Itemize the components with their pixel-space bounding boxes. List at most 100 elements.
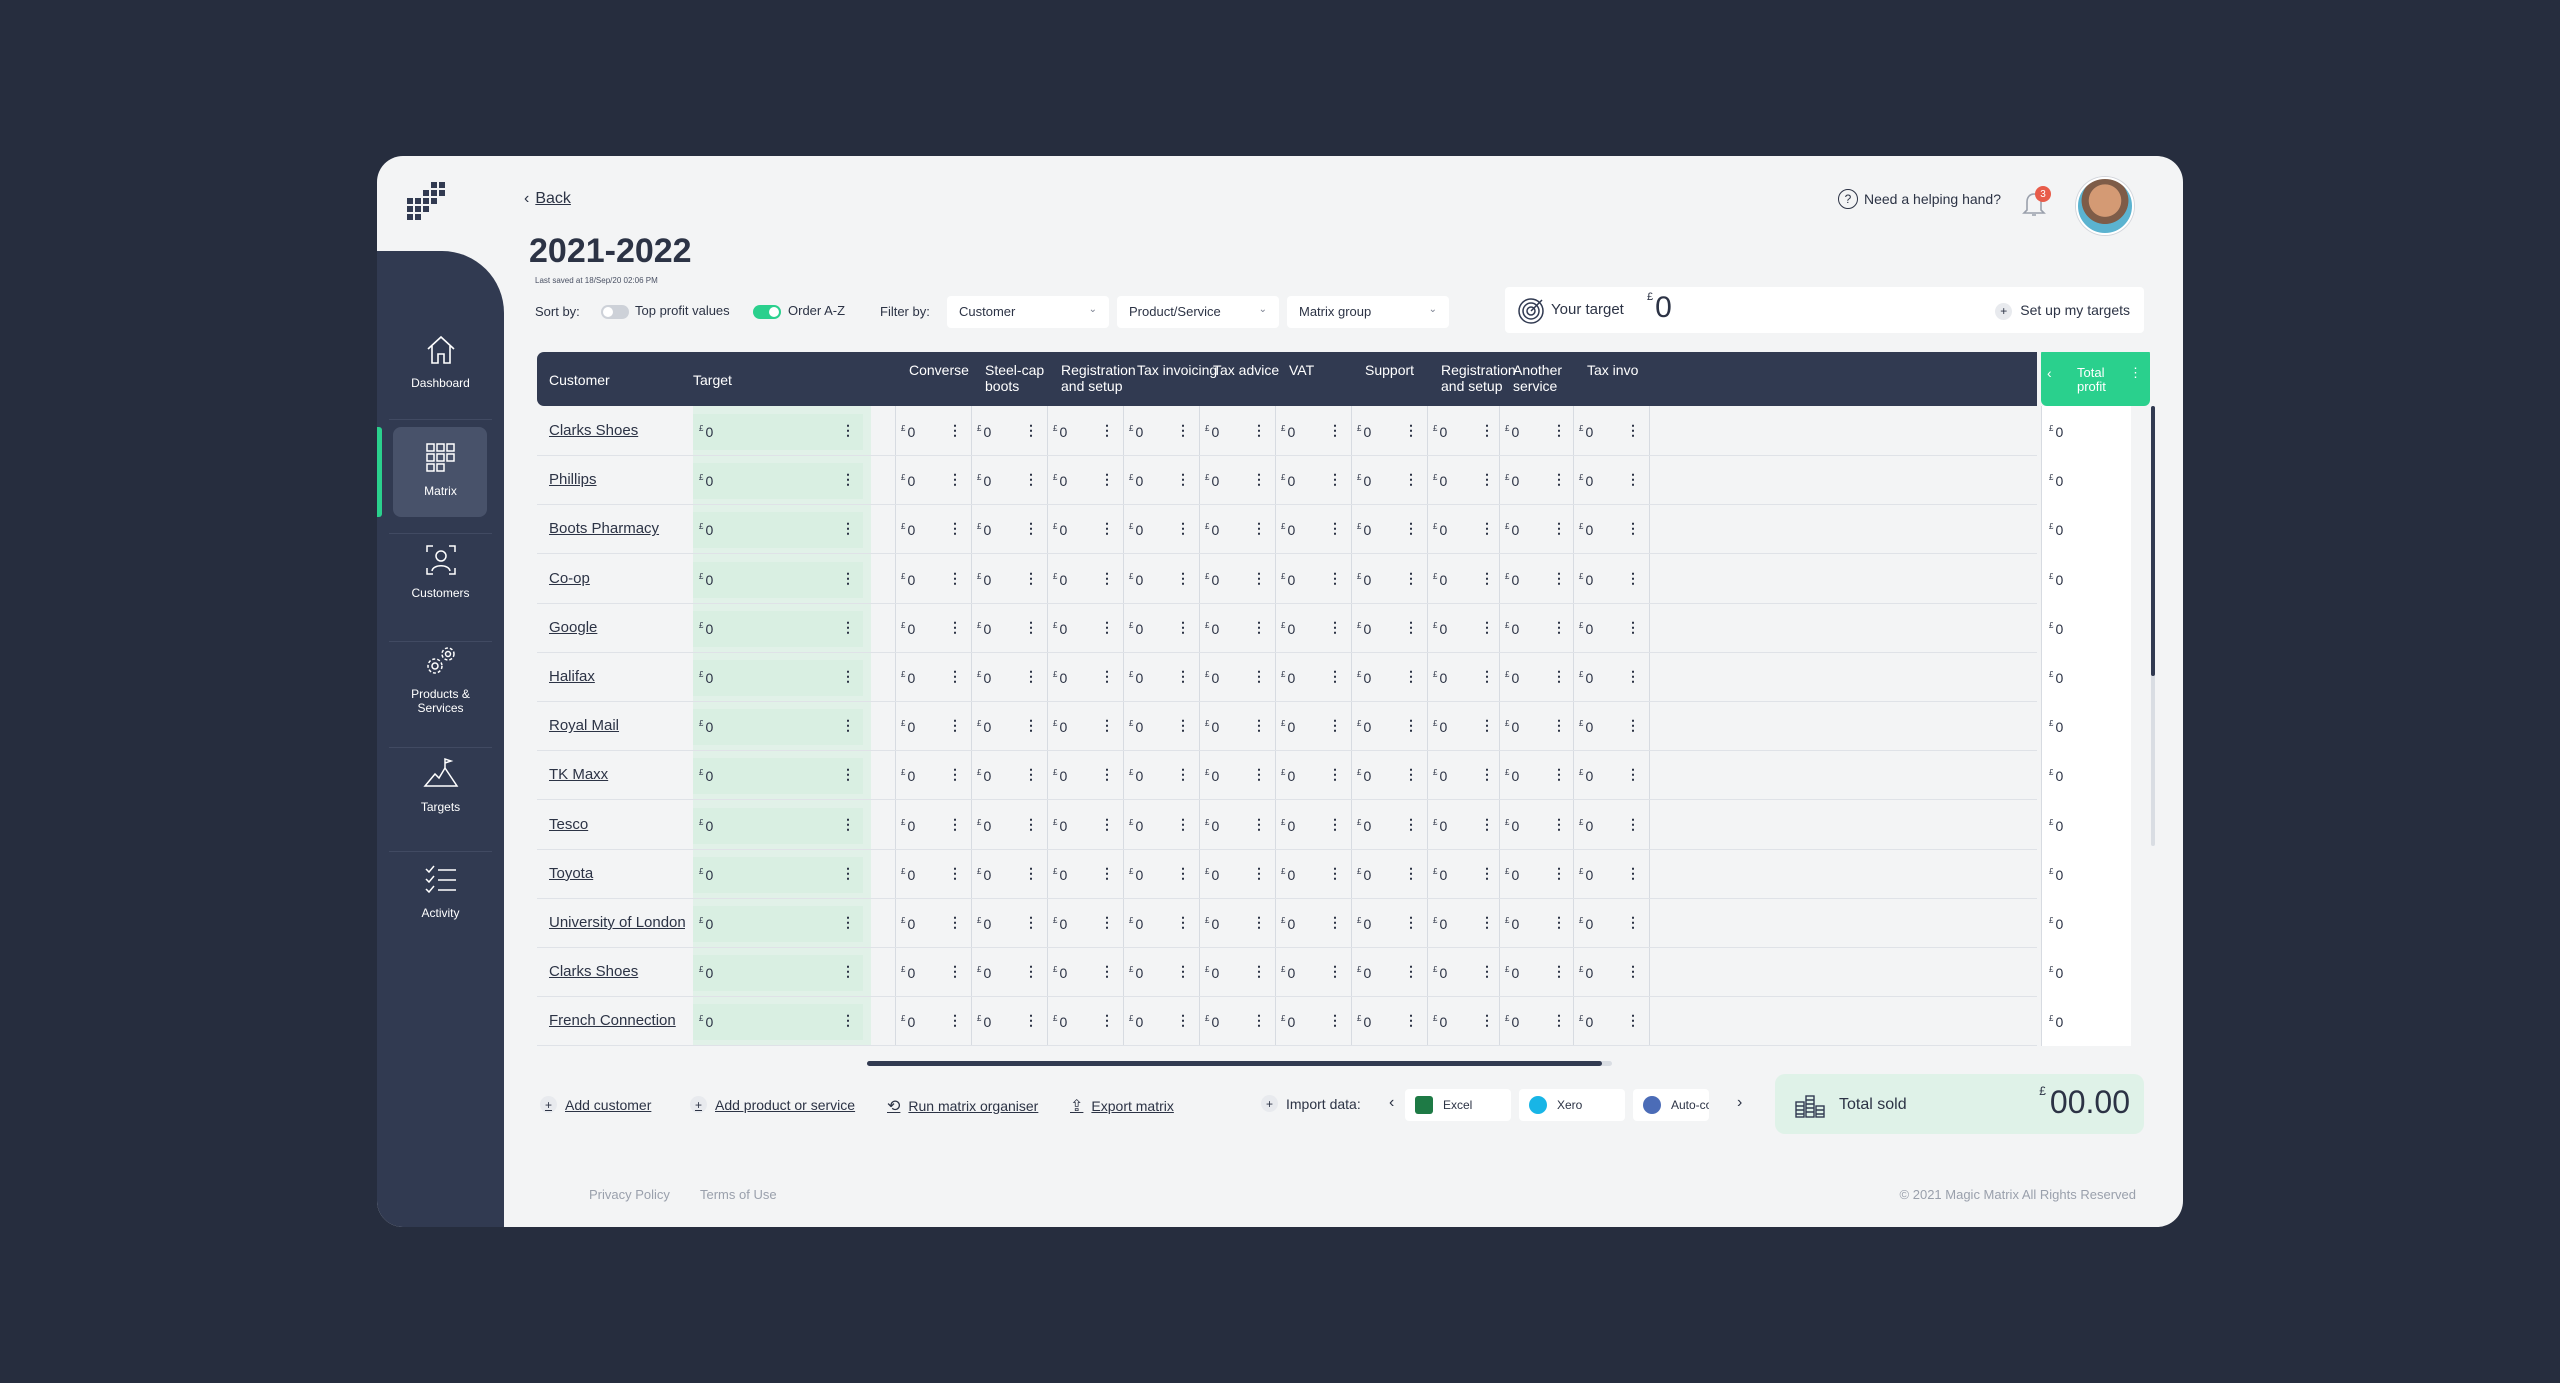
- nav-products-services[interactable]: Products & Services: [377, 629, 504, 729]
- more-vertical-icon[interactable]: ⋮: [948, 864, 962, 881]
- value-cell[interactable]: £0 ⋮: [971, 414, 1046, 450]
- more-vertical-icon[interactable]: ⋮: [1024, 963, 1038, 980]
- more-vertical-icon[interactable]: ⋮: [841, 815, 855, 832]
- value-cell[interactable]: £0 ⋮: [895, 857, 970, 893]
- more-vertical-icon[interactable]: ⋮: [841, 422, 855, 438]
- more-vertical-icon[interactable]: ⋮: [1100, 963, 1114, 980]
- more-vertical-icon[interactable]: ⋮: [1100, 618, 1114, 635]
- value-cell[interactable]: £0 ⋮: [1047, 562, 1122, 598]
- import-xero-button[interactable]: Xero: [1519, 1089, 1625, 1121]
- more-vertical-icon[interactable]: ⋮: [1024, 422, 1038, 438]
- value-cell[interactable]: £0 ⋮: [1499, 660, 1574, 696]
- more-vertical-icon[interactable]: ⋮: [1252, 717, 1266, 734]
- value-cell[interactable]: £0 ⋮: [895, 1004, 970, 1040]
- value-cell[interactable]: £0 ⋮: [1199, 709, 1274, 745]
- more-vertical-icon[interactable]: ⋮: [841, 914, 855, 930]
- more-vertical-icon[interactable]: ⋮: [841, 963, 855, 980]
- more-vertical-icon[interactable]: ⋮: [1552, 422, 1566, 438]
- value-cell[interactable]: £0 ⋮: [971, 1004, 1046, 1040]
- customer-name-link[interactable]: Boots Pharmacy: [549, 520, 660, 538]
- more-vertical-icon[interactable]: ⋮: [1404, 717, 1418, 734]
- nav-matrix[interactable]: Matrix: [377, 419, 504, 519]
- value-cell[interactable]: £0 ⋮: [1573, 562, 1648, 598]
- value-cell[interactable]: £0 ⋮: [895, 611, 970, 647]
- value-cell[interactable]: £0 ⋮: [1351, 512, 1426, 548]
- more-vertical-icon[interactable]: ⋮: [1404, 520, 1418, 537]
- add-customer-button[interactable]: + Add customer: [540, 1096, 651, 1113]
- customer-name-link[interactable]: TK Maxx: [549, 766, 609, 784]
- customer-name-link[interactable]: University of London: [549, 914, 685, 931]
- value-cell[interactable]: £0 ⋮: [1275, 512, 1350, 548]
- more-vertical-icon[interactable]: ⋮: [1176, 963, 1190, 980]
- more-vertical-icon[interactable]: ⋮: [1328, 471, 1342, 488]
- customer-name-link[interactable]: Toyota: [549, 864, 594, 882]
- vertical-scrollbar[interactable]: [2151, 406, 2155, 846]
- more-vertical-icon[interactable]: ⋮: [1328, 864, 1342, 881]
- target-cell[interactable]: £0 ⋮: [693, 561, 863, 598]
- value-cell[interactable]: £0 ⋮: [1351, 955, 1426, 991]
- customer-name-link[interactable]: Google: [549, 618, 598, 636]
- value-cell[interactable]: £0 ⋮: [1047, 857, 1122, 893]
- more-vertical-icon[interactable]: ⋮: [841, 618, 855, 635]
- more-vertical-icon[interactable]: ⋮: [1100, 422, 1114, 438]
- value-cell[interactable]: £0 ⋮: [1427, 611, 1502, 647]
- horizontal-scrollbar[interactable]: [867, 1061, 1612, 1066]
- more-vertical-icon[interactable]: ⋮: [1626, 668, 1640, 684]
- more-vertical-icon[interactable]: ⋮: [1176, 1012, 1190, 1029]
- setup-targets-button[interactable]: + Set up my targets: [1995, 302, 2130, 320]
- more-vertical-icon[interactable]: ⋮: [1176, 914, 1190, 930]
- value-cell[interactable]: £0 ⋮: [1499, 562, 1574, 598]
- more-vertical-icon[interactable]: ⋮: [1328, 520, 1342, 537]
- value-cell[interactable]: £0 ⋮: [1573, 660, 1648, 696]
- more-vertical-icon[interactable]: ⋮: [1100, 1012, 1114, 1029]
- value-cell[interactable]: £0 ⋮: [1123, 512, 1198, 548]
- value-cell[interactable]: £0 ⋮: [1573, 955, 1648, 991]
- value-cell[interactable]: £0 ⋮: [971, 709, 1046, 745]
- more-vertical-icon[interactable]: ⋮: [1024, 717, 1038, 734]
- value-cell[interactable]: £0 ⋮: [1573, 414, 1648, 450]
- value-cell[interactable]: £0 ⋮: [1427, 562, 1502, 598]
- export-matrix-button[interactable]: ⇪ Export matrix: [1070, 1098, 1174, 1115]
- nav-activity[interactable]: Activity: [377, 841, 504, 941]
- value-cell[interactable]: £0 ⋮: [1427, 512, 1502, 548]
- more-vertical-icon[interactable]: ⋮: [1100, 520, 1114, 537]
- more-vertical-icon[interactable]: ⋮: [1176, 766, 1190, 783]
- magic-matrix-logo[interactable]: [407, 180, 447, 220]
- value-cell[interactable]: £0 ⋮: [1199, 611, 1274, 647]
- user-avatar[interactable]: [2076, 177, 2134, 235]
- more-vertical-icon[interactable]: ⋮: [1328, 569, 1342, 586]
- value-cell[interactable]: £0 ⋮: [1573, 463, 1648, 499]
- value-cell[interactable]: £0 ⋮: [1275, 1004, 1350, 1040]
- value-cell[interactable]: £0 ⋮: [971, 660, 1046, 696]
- value-cell[interactable]: £0 ⋮: [1047, 906, 1122, 942]
- customer-name-link[interactable]: Halifax: [549, 668, 595, 685]
- terms-link[interactable]: Terms of Use: [700, 1187, 777, 1202]
- more-vertical-icon[interactable]: ⋮: [1480, 471, 1494, 488]
- value-cell[interactable]: £0 ⋮: [1199, 562, 1274, 598]
- matrix-group-filter-dropdown[interactable]: Matrix group ⌄: [1287, 296, 1449, 328]
- value-cell[interactable]: £0 ⋮: [1573, 758, 1648, 794]
- value-cell[interactable]: £0 ⋮: [1123, 955, 1198, 991]
- more-vertical-icon[interactable]: ⋮: [2129, 365, 2142, 380]
- value-cell[interactable]: £0 ⋮: [1573, 1004, 1648, 1040]
- more-vertical-icon[interactable]: ⋮: [1480, 815, 1494, 832]
- more-vertical-icon[interactable]: ⋮: [1626, 914, 1640, 930]
- value-cell[interactable]: £0 ⋮: [1199, 463, 1274, 499]
- more-vertical-icon[interactable]: ⋮: [841, 668, 855, 684]
- value-cell[interactable]: £0 ⋮: [1275, 562, 1350, 598]
- more-vertical-icon[interactable]: ⋮: [1100, 766, 1114, 783]
- more-vertical-icon[interactable]: ⋮: [1328, 815, 1342, 832]
- target-cell[interactable]: £0 ⋮: [693, 856, 863, 893]
- nav-targets[interactable]: Targets: [377, 735, 504, 835]
- more-vertical-icon[interactable]: ⋮: [1552, 963, 1566, 980]
- value-cell[interactable]: £0 ⋮: [1499, 955, 1574, 991]
- value-cell[interactable]: £0 ⋮: [1351, 660, 1426, 696]
- target-cell[interactable]: £0 ⋮: [693, 512, 863, 549]
- value-cell[interactable]: £0 ⋮: [1427, 1004, 1502, 1040]
- more-vertical-icon[interactable]: ⋮: [1480, 864, 1494, 881]
- more-vertical-icon[interactable]: ⋮: [948, 471, 962, 488]
- more-vertical-icon[interactable]: ⋮: [841, 766, 855, 783]
- value-cell[interactable]: £0 ⋮: [971, 562, 1046, 598]
- more-vertical-icon[interactable]: ⋮: [841, 717, 855, 734]
- value-cell[interactable]: £0 ⋮: [1499, 758, 1574, 794]
